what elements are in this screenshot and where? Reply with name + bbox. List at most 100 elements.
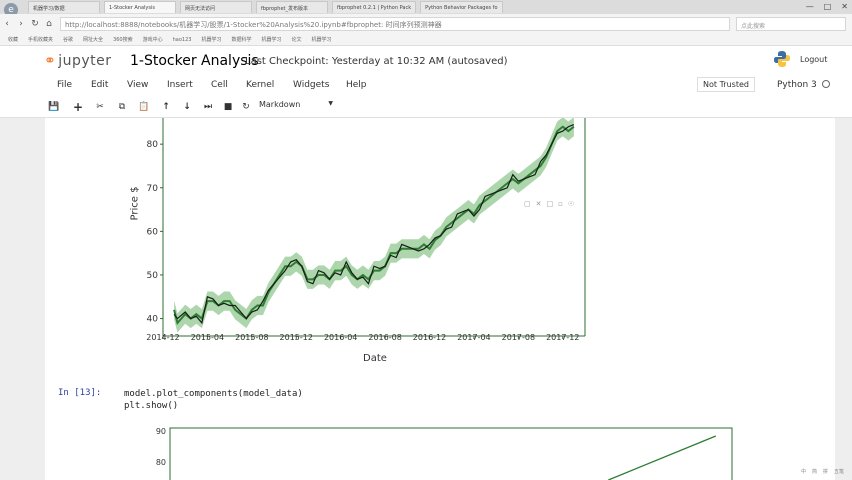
trend-line (608, 435, 717, 480)
x-tick-label: 2015-12 (280, 333, 313, 340)
home-icon[interactable]: ⌂ (46, 19, 52, 29)
stock-price-chart: 40 50 60 70 80 2014-12 2015-04 2015-08 2015-12 20… (141, 118, 587, 340)
y-tick-label: 70 (147, 184, 159, 194)
tray-item[interactable]: 简 (811, 469, 817, 475)
system-tray: 中 简 拼 五笔 (801, 468, 844, 475)
url-input[interactable]: http://localhost:8888/notebooks/机器学习/股票/… (60, 17, 730, 31)
figure-toolbar: ▢ ✕ □ ▫ ☉ (524, 200, 574, 208)
menu-kernel[interactable]: Kernel (246, 80, 275, 90)
y-tick-label: 90 (156, 427, 166, 436)
uncertainty-band (174, 118, 574, 333)
window-controls: — □ ✕ (806, 2, 848, 11)
run-next-icon[interactable]: ⏭ (203, 102, 213, 112)
bookmark-item[interactable]: 网址大全 (83, 37, 104, 43)
trust-button[interactable]: Not Trusted (697, 77, 755, 92)
menu-file[interactable]: File (57, 80, 73, 90)
browser-search-input[interactable]: 点此搜索 (736, 17, 846, 31)
jupyter-logo-text: jupyter (58, 53, 112, 69)
x-tick-label: 2017-04 (457, 333, 490, 340)
logout-button[interactable]: Logout (800, 55, 828, 64)
add-cell-icon[interactable]: + (72, 100, 84, 114)
bookmark-item[interactable]: hao123 (172, 36, 192, 43)
x-tick-label: 2015-04 (191, 333, 224, 340)
jupyter-header: ⚭ jupyter 1-Stocker Analysis Last Checkpo… (0, 46, 852, 74)
tray-item[interactable]: 五笔 (833, 469, 844, 475)
menu-widgets[interactable]: Widgets (293, 80, 330, 90)
bookmark-item[interactable]: 数据科学 (231, 37, 252, 43)
minimize-icon[interactable]: — (805, 2, 814, 11)
browser-tab[interactable]: 机器学习/数据 (28, 1, 100, 13)
save-icon[interactable]: 💾 (48, 102, 60, 112)
close-icon[interactable]: ✕ (841, 2, 848, 11)
move-down-icon[interactable]: ↓ (183, 102, 191, 112)
y-tick-label: 40 (147, 315, 159, 325)
bookmark-item[interactable]: 机器学习 (261, 37, 282, 43)
code-cell[interactable]: model.plot_components(model_data) plt.sh… (124, 388, 303, 412)
y-tick-label: 50 (147, 271, 159, 281)
menu-help[interactable]: Help (346, 80, 367, 90)
bookmark-item[interactable]: 机器学习 (201, 37, 222, 43)
bookmark-item[interactable]: 手机收藏夹 (28, 37, 54, 43)
tray-item[interactable]: 拼 (822, 469, 828, 475)
tray-item[interactable]: 中 (800, 469, 806, 475)
home-view-icon[interactable]: □ (546, 200, 554, 208)
x-tick-label: 2017-08 (502, 333, 535, 340)
refresh-icon[interactable]: ↻ (31, 19, 39, 29)
browser-tab[interactable]: fbprophet 0.2.1 | Python Pack (332, 1, 417, 13)
kernel-status-icon (822, 80, 830, 88)
menu-cell[interactable]: Cell (211, 80, 228, 90)
copy-icon[interactable]: ⧉ (118, 102, 126, 112)
pan-icon[interactable]: ✕ (535, 200, 542, 208)
bookmark-item[interactable]: 收藏 (8, 37, 19, 43)
x-tick-label: 2015-08 (235, 333, 268, 340)
python-logo-icon (774, 51, 790, 67)
jupyter-logo[interactable]: ⚭ jupyter (44, 53, 112, 69)
x-tick-label: 2017-12 (546, 333, 579, 340)
code-line: plt.show() (124, 401, 179, 411)
back-icon[interactable]: ‹ (5, 19, 9, 29)
y-tick-label: 60 (147, 227, 159, 237)
y-axis-label: Price $ (129, 186, 141, 221)
cell-type-select[interactable]: Markdown ▼ (255, 100, 335, 113)
plot-frame (169, 427, 733, 480)
y-tick-label: 80 (147, 140, 159, 150)
jupyter-logo-icon: ⚭ (44, 53, 57, 69)
menu-edit[interactable]: Edit (91, 80, 109, 90)
forward-icon[interactable]: › (19, 19, 23, 29)
menu-insert[interactable]: Insert (167, 80, 193, 90)
move-up-icon[interactable]: ↑ (162, 102, 170, 112)
components-chart: 90 80 (156, 427, 733, 480)
x-axis-label: Date (363, 353, 387, 364)
actual-price-line (173, 123, 575, 325)
back-view-icon[interactable]: ▫ (558, 200, 563, 208)
stop-icon[interactable]: ■ (223, 102, 233, 112)
bookmark-item[interactable]: 论文 (291, 37, 302, 43)
address-bar: ‹ › ↻ ⌂ http://localhost:8888/notebooks/… (0, 14, 852, 34)
bookmarks-bar: 收藏 手机收藏夹 谷歌 网址大全 360搜索 游戏中心 hao123 机器学习 … (0, 34, 852, 46)
x-tick-label: 2016-12 (413, 333, 446, 340)
menu-view[interactable]: View (127, 80, 149, 90)
bookmark-item[interactable]: 谷歌 (63, 37, 74, 43)
paste-icon[interactable]: 📋 (138, 102, 150, 112)
notebook-title[interactable]: 1-Stocker Analysis (130, 53, 259, 69)
menubar: File Edit View Insert Cell Kernel Widget… (0, 74, 852, 94)
browser-logo-icon[interactable]: e (4, 3, 18, 17)
maximize-icon[interactable]: □ (823, 2, 832, 11)
notebook-toolbar: 💾 + ✂ ⧉ 📋 ↑ ↓ ⏭ ■ ↻ Markdown ▼ (0, 94, 852, 118)
bookmark-item[interactable]: 机器学习 (311, 37, 332, 43)
cut-icon[interactable]: ✂ (96, 102, 104, 112)
y-tick-label: 80 (156, 458, 166, 467)
save-figure-icon[interactable]: ☉ (567, 200, 575, 208)
zoom-icon[interactable]: ▢ (524, 200, 531, 208)
browser-tab-active[interactable]: 1-Stocker Analysis (104, 1, 176, 13)
checkpoint-status: Last Checkpoint: Yesterday at 10:32 AM (… (245, 56, 508, 67)
browser-tab[interactable]: 网页无法访问 (180, 1, 252, 13)
x-tick-label: 2016-04 (324, 333, 357, 340)
browser-tab[interactable]: Python Behavior Packages fo (420, 1, 503, 13)
x-tick-label: 2014-12 (146, 333, 179, 340)
browser-tab[interactable]: fbprophet_发布版本 (256, 1, 328, 13)
bookmark-item[interactable]: 360搜索 (113, 37, 133, 43)
bookmark-item[interactable]: 游戏中心 (142, 37, 163, 43)
restart-icon[interactable]: ↻ (242, 102, 250, 112)
